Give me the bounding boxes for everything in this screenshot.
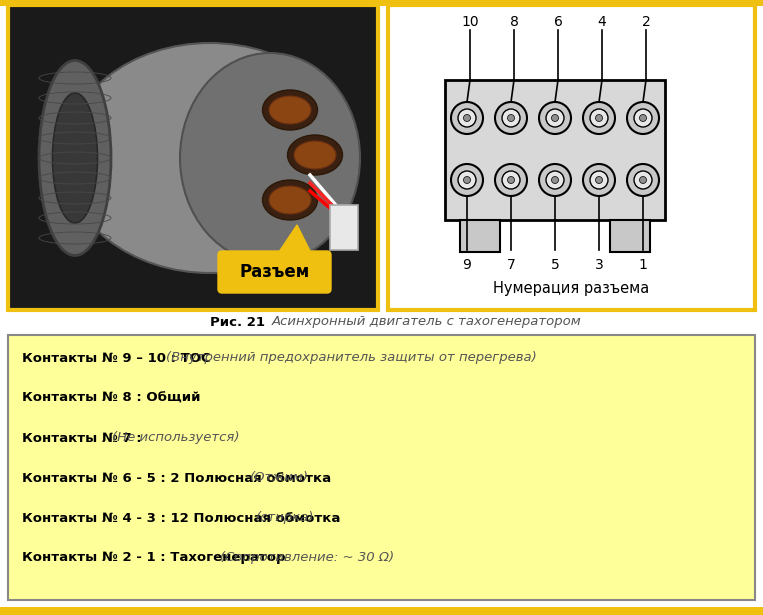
Text: Контакты № 8 : Общий: Контакты № 8 : Общий: [22, 392, 201, 405]
Circle shape: [590, 109, 608, 127]
Bar: [8, 335, 755, 600]
Text: (стирка): (стирка): [256, 512, 314, 525]
Bar: [388, 5, 755, 310]
Circle shape: [627, 102, 659, 134]
Ellipse shape: [269, 96, 311, 124]
Text: Разъем: Разъем: [240, 263, 310, 281]
Circle shape: [595, 177, 603, 183]
Ellipse shape: [39, 60, 111, 255]
Circle shape: [595, 114, 603, 122]
Text: 7: 7: [507, 258, 515, 272]
Ellipse shape: [269, 186, 311, 214]
Bar: [0, 607, 763, 615]
Ellipse shape: [294, 141, 336, 169]
Text: (Не используется): (Не используется): [112, 432, 240, 445]
Circle shape: [495, 102, 527, 134]
Circle shape: [634, 109, 652, 127]
Text: Контакты № 2 - 1 : Тахогенератор: Контакты № 2 - 1 : Тахогенератор: [22, 552, 290, 565]
Bar: [8, 5, 378, 310]
Bar: [445, 80, 665, 220]
Ellipse shape: [288, 135, 343, 175]
Circle shape: [451, 102, 483, 134]
Circle shape: [552, 177, 559, 183]
Text: Асинхронный двигатель с тахогенератором: Асинхронный двигатель с тахогенератором: [272, 315, 581, 328]
Circle shape: [583, 102, 615, 134]
Circle shape: [639, 114, 646, 122]
Circle shape: [502, 109, 520, 127]
Circle shape: [639, 177, 646, 183]
Circle shape: [552, 114, 559, 122]
Circle shape: [507, 114, 514, 122]
Text: (Внутренний предохранитель защиты от перегрева): (Внутренний предохранитель защиты от пер…: [166, 352, 536, 365]
Circle shape: [583, 164, 615, 196]
Circle shape: [463, 177, 471, 183]
Bar: [610, 220, 650, 252]
Text: Контакты № 9 – 10 : ТОС: Контакты № 9 – 10 : ТОС: [22, 352, 215, 365]
Text: 6: 6: [554, 15, 562, 29]
Ellipse shape: [180, 53, 360, 263]
Circle shape: [590, 171, 608, 189]
Ellipse shape: [53, 93, 98, 223]
Circle shape: [539, 102, 571, 134]
Text: (Сопротивление: ~ 30 Ω): (Сопротивление: ~ 30 Ω): [220, 552, 394, 565]
Circle shape: [539, 164, 571, 196]
Text: 9: 9: [462, 258, 472, 272]
Ellipse shape: [65, 43, 355, 273]
Text: 4: 4: [597, 15, 607, 29]
Text: 5: 5: [551, 258, 559, 272]
Circle shape: [495, 164, 527, 196]
Text: 8: 8: [510, 15, 518, 29]
Circle shape: [546, 171, 564, 189]
Text: (Отжим): (Отжим): [250, 472, 309, 485]
Bar: [0, 0, 763, 6]
FancyBboxPatch shape: [218, 251, 331, 293]
Circle shape: [627, 164, 659, 196]
Text: 2: 2: [642, 15, 650, 29]
Bar: [460, 220, 500, 252]
Text: Рис. 21: Рис. 21: [211, 315, 270, 328]
Text: Контакты № 6 - 5 : 2 Полюсная обмотка: Контакты № 6 - 5 : 2 Полюсная обмотка: [22, 472, 336, 485]
Circle shape: [507, 177, 514, 183]
Text: 1: 1: [639, 258, 648, 272]
Text: 10: 10: [461, 15, 479, 29]
Polygon shape: [277, 225, 312, 255]
Circle shape: [502, 171, 520, 189]
Circle shape: [463, 114, 471, 122]
Bar: [330, 205, 358, 250]
Circle shape: [634, 171, 652, 189]
Text: Нумерация разъема: Нумерация разъема: [494, 280, 649, 295]
Ellipse shape: [262, 180, 317, 220]
Circle shape: [458, 171, 476, 189]
Text: 3: 3: [594, 258, 604, 272]
Circle shape: [546, 109, 564, 127]
Circle shape: [458, 109, 476, 127]
Text: Контакты № 7 :: Контакты № 7 :: [22, 432, 146, 445]
Circle shape: [451, 164, 483, 196]
Ellipse shape: [262, 90, 317, 130]
Text: Контакты № 4 - 3 : 12 Полюсная обмотка: Контакты № 4 - 3 : 12 Полюсная обмотка: [22, 512, 345, 525]
